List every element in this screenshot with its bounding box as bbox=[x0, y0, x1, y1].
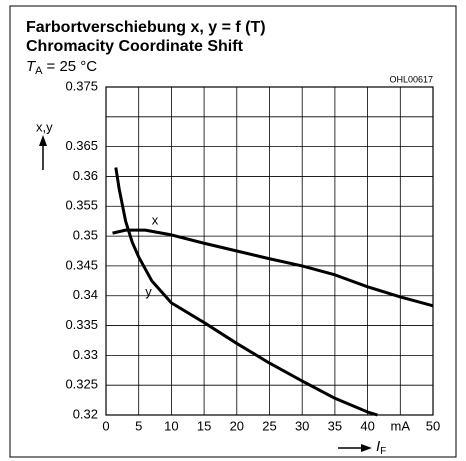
y-tick-label: 0.355 bbox=[65, 198, 98, 213]
x-tick-label: 5 bbox=[135, 418, 142, 433]
x-tick-label: 30 bbox=[295, 418, 309, 433]
x-tick-label: 0 bbox=[102, 418, 109, 433]
y-tick-label: 0.335 bbox=[65, 317, 98, 332]
series-label: x bbox=[152, 213, 159, 228]
x-tick-label: 35 bbox=[328, 418, 342, 433]
y-tick-label: 0.375 bbox=[65, 78, 98, 93]
x-tick-label: 50 bbox=[426, 418, 440, 433]
y-tick-label: 0.325 bbox=[65, 377, 98, 392]
y-tick-label: 0.36 bbox=[73, 168, 98, 183]
series-line bbox=[112, 228, 434, 308]
y-tick-label: 0.365 bbox=[65, 138, 98, 153]
figure-code: OHL00617 bbox=[389, 74, 433, 84]
y-tick-label: 0.33 bbox=[73, 347, 98, 362]
y-tick-label: 0.32 bbox=[73, 406, 98, 421]
chart-title: Farbortverschiebung x, y = f (T) bbox=[26, 19, 266, 36]
x-tick-label: 10 bbox=[164, 418, 178, 433]
plot-frame bbox=[105, 86, 434, 416]
condition-sub: A bbox=[35, 65, 43, 77]
condition: TA = 25 °C bbox=[26, 58, 97, 77]
x-tick-label: mA bbox=[391, 418, 411, 433]
condition-text: = 25 °C bbox=[47, 58, 98, 75]
y-tick-label: 0.35 bbox=[73, 228, 98, 243]
x-axis-arrowhead bbox=[361, 444, 372, 452]
series-line bbox=[114, 167, 378, 417]
series-label: y bbox=[145, 284, 152, 299]
x-tick-label: 25 bbox=[262, 418, 276, 433]
x-tick-label: 15 bbox=[197, 418, 211, 433]
x-label-symbol: I bbox=[376, 438, 380, 455]
x-label-sub: F bbox=[380, 446, 386, 457]
y-axis-arrowhead bbox=[39, 135, 47, 146]
x-tick-label: 20 bbox=[230, 418, 244, 433]
condition-symbol: T bbox=[26, 58, 37, 75]
chart-subtitle: Chromacity Coordinate Shift bbox=[26, 38, 244, 55]
y-tick-label: 0.34 bbox=[73, 287, 98, 302]
frame bbox=[9, 5, 457, 458]
x-axis-label: IF bbox=[376, 438, 386, 457]
y-axis-label: x,y bbox=[36, 119, 53, 134]
y-tick-label: 0.345 bbox=[65, 257, 98, 272]
x-tick-label: 40 bbox=[360, 418, 374, 433]
